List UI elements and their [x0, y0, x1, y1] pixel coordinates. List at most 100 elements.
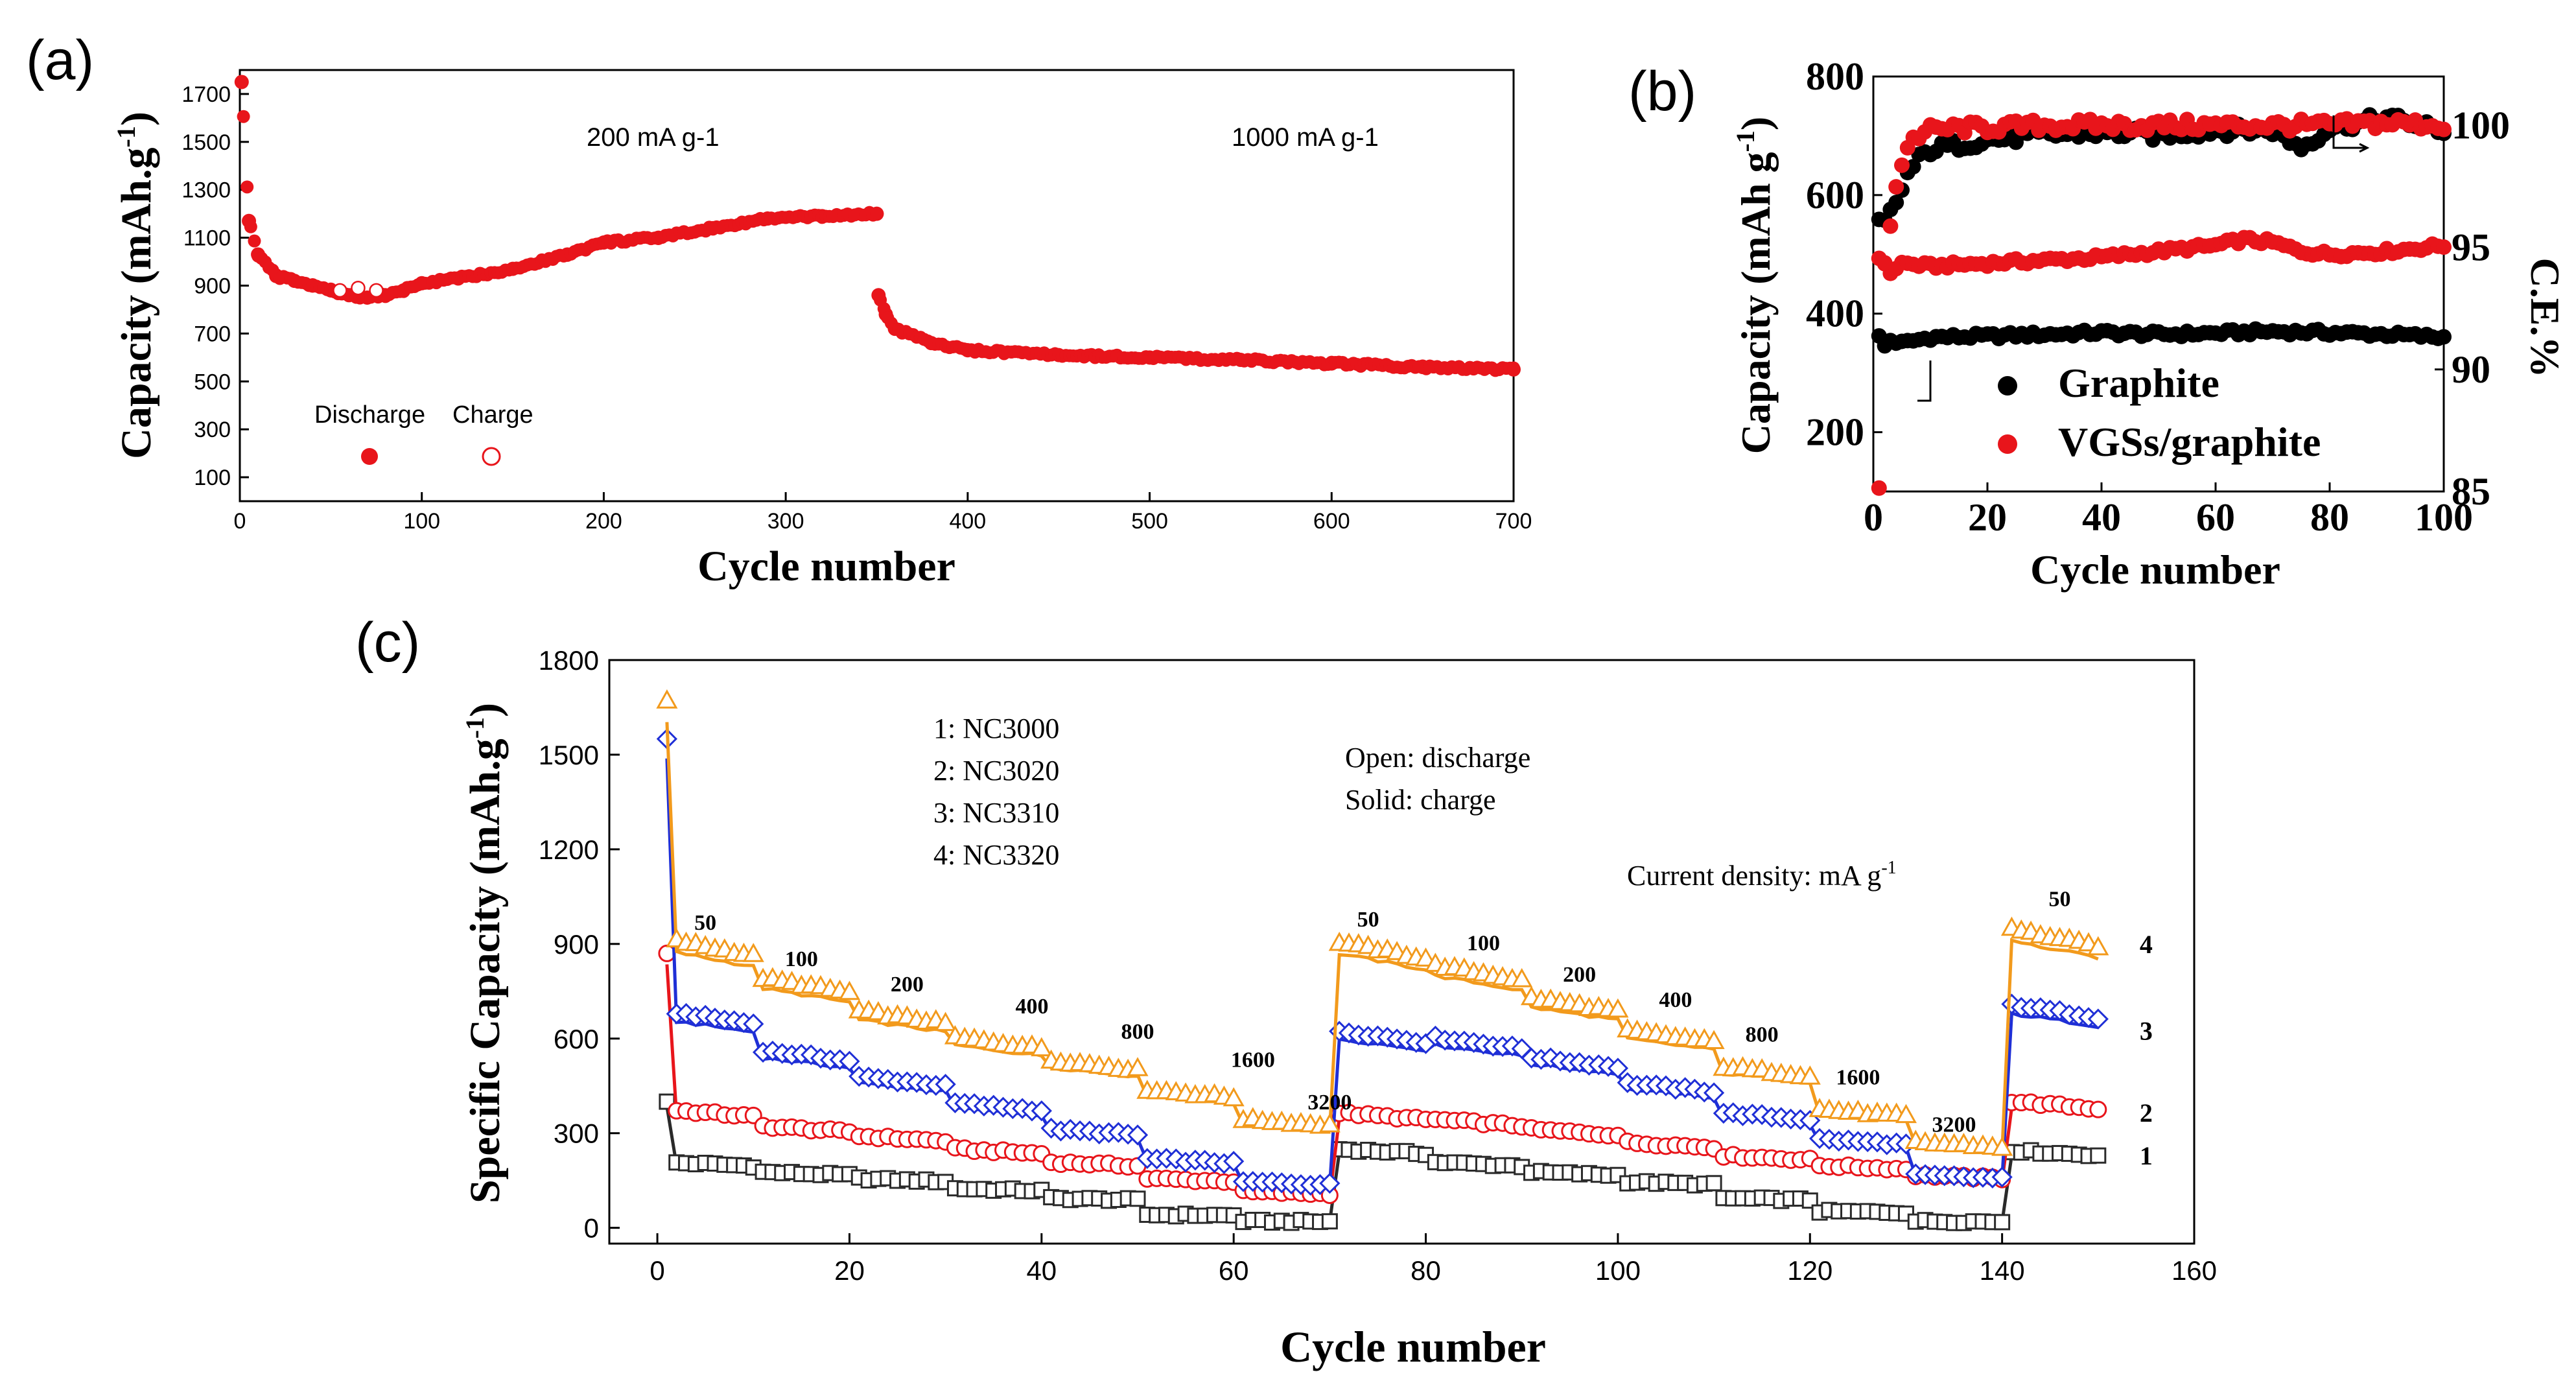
- panel-a-annotation-1000: 1000 mA g-1: [1232, 123, 1379, 152]
- panel-a-y-axis-title-sup: -1: [111, 126, 141, 147]
- panel-c-note-current-density-sup: -1: [1881, 858, 1896, 878]
- panel-c-series-1-point: [1129, 1190, 1146, 1207]
- panel-b-right-axis-arrow: [2332, 115, 2366, 149]
- panel-b-y2-tick-label: 100: [2452, 104, 2510, 147]
- panel-c-series-label: 1: [2140, 1141, 2153, 1170]
- panel-c-y-tick-label: 900: [554, 929, 599, 960]
- panel-b-x-tick-label: 60: [2196, 496, 2235, 539]
- panel-a-y-tick-label: 700: [194, 322, 231, 346]
- panel-c-series-4-point: [1703, 1030, 1725, 1050]
- panel-c-x-tick-label: 160: [2172, 1255, 2217, 1286]
- panel-b-point-ce: [1905, 159, 1921, 175]
- panel-c-plot-frame: [608, 659, 2195, 1245]
- panel-c-series-3-point: [1703, 1082, 1725, 1104]
- panel-b-legend-graphite: Graphite: [2058, 360, 2219, 406]
- panel-b-y-tick-label: 600: [1806, 174, 1864, 217]
- panel-c-x-tick-label: 0: [650, 1255, 664, 1286]
- panel-a-discharge-point: [240, 180, 254, 194]
- panel-b-legend-vgs: VGSs/graphite: [2058, 419, 2321, 465]
- panel-c-series-4-point: [1991, 1137, 2013, 1156]
- panel-a-x-tick-label: 300: [767, 509, 804, 534]
- panel-c-series-1-point: [1994, 1214, 2011, 1231]
- panel-c-y-tick-label: 1200: [539, 834, 599, 865]
- panel-c-series-label: 2: [2140, 1098, 2153, 1128]
- panel-c-series-3-point: [1607, 1058, 1629, 1079]
- panel-a-x-tick-label: 100: [403, 509, 440, 534]
- panel-a-y-tick-label: 1700: [181, 82, 231, 107]
- panel-b-x-tick-label: 0: [1864, 496, 1883, 539]
- panel-a-x-tick-label: 700: [1495, 509, 1532, 534]
- panel-c-series-4-point: [1799, 1065, 1821, 1085]
- panel-b-point-ce: [1888, 195, 1904, 211]
- panel-c-x-tick-label: 60: [1219, 1255, 1249, 1286]
- panel-a-discharge-point: [244, 220, 257, 233]
- panel-b-y-axis-title-sup: -1: [1731, 130, 1760, 152]
- panel-b-y2-axis-title: C.E.%: [2522, 258, 2568, 378]
- panel-b-y2-tick-label: 95: [2452, 226, 2490, 269]
- panel-c-y-tick-label: 300: [554, 1118, 599, 1149]
- panel-a-charge-point: [369, 283, 384, 298]
- panel-c-legend-4: 4: NC3320: [933, 839, 1059, 871]
- panel-c-legend-2: 2: NC3020: [933, 755, 1059, 786]
- panel-c-series-4-point: [1127, 1057, 1149, 1076]
- panel-c-series-4-point: [1511, 968, 1533, 987]
- panel-b-left-axis-arrow: [1917, 361, 1932, 402]
- panel-c-series-1-point: [1801, 1192, 1818, 1209]
- panel-b-right-axis-arrowhead: [2359, 143, 2370, 153]
- panel-a-discharge-point: [1507, 361, 1520, 375]
- panel-c-y-tick-label: 1800: [539, 645, 599, 676]
- panel-c-series-3-point: [935, 1074, 956, 1095]
- panel-c-note-solid: Solid: charge: [1345, 784, 1496, 816]
- panel-a-y-tick-label: 500: [194, 370, 231, 394]
- panel-c-rate-label: 200: [1563, 963, 1596, 987]
- panel-a-y-tick-label: 1100: [183, 226, 231, 251]
- panel-a-charge-point: [351, 280, 366, 296]
- panel-c-series-1-point: [2090, 1147, 2107, 1164]
- panel-b-point-capacity: [2436, 239, 2452, 255]
- panel-c-letter: (c): [355, 611, 420, 674]
- panel-c-x-tick-label: 140: [1980, 1255, 2025, 1286]
- panel-c-series-2-point: [2089, 1100, 2107, 1118]
- panel-b-y-ticks: 200 400 600 800: [1806, 55, 1882, 454]
- panel-b-x-ticks: 0 20 40 60 80 100: [1864, 482, 2473, 539]
- panel-c-rate-label: 50: [694, 911, 716, 935]
- panel-b-y2-ticks: 85 90 95 100: [2435, 104, 2510, 513]
- panel-b-point-ce: [1877, 255, 1893, 271]
- panel-c-series-3-point: [1991, 1166, 2013, 1188]
- panel-b-y-axis-title-end: ): [1733, 117, 1779, 130]
- panel-b-x-tick-label: 100: [2415, 496, 2473, 539]
- panel-c-series-3-point: [839, 1050, 860, 1072]
- panel-b-letter: (b): [1628, 60, 1696, 123]
- panel-a-y-tick-label: 1300: [181, 178, 231, 203]
- panel-a-discharge-point: [237, 110, 250, 123]
- panel-a-legend-charge-marker: [482, 447, 501, 466]
- panel-c-series-3-point: [1031, 1100, 1052, 1122]
- panel-a-x-tick-label: 400: [949, 509, 986, 534]
- panel-c-series-labels: 4 3 2 1: [2140, 930, 2153, 1170]
- panel-c-x-tick-label: 100: [1595, 1255, 1641, 1286]
- panel-c-rate-label: 400: [1659, 988, 1692, 1012]
- panel-b-x-tick-label: 80: [2310, 496, 2349, 539]
- panel-c-rate-label: 50: [1357, 908, 1379, 932]
- panel-b-data-points: [1871, 107, 2452, 496]
- panel-b-y-tick-label: 400: [1806, 292, 1864, 335]
- panel-c-data-points: [656, 689, 2109, 1231]
- panel-a-y-tick-label: 1500: [181, 130, 231, 155]
- panel-a-y-axis-title: Capacity (mAh.g-1): [111, 112, 160, 459]
- panel-b-y-tick-label: 800: [1806, 55, 1864, 98]
- panel-b-x-tick-label: 40: [2082, 496, 2121, 539]
- panel-a-y-tick-label: 900: [194, 274, 231, 299]
- panel-c-series-4-point: [1414, 947, 1437, 967]
- panel-c-series-4-point: [1223, 1087, 1245, 1107]
- panel-c-legend-3: 3: NC3310: [933, 797, 1059, 829]
- panel-c-x-tick-label: 20: [834, 1255, 865, 1286]
- panel-a-y-tick-label: 100: [194, 466, 231, 490]
- panel-c-rate-label: 3200: [1307, 1091, 1352, 1115]
- panel-b-y2-tick-label: 85: [2452, 470, 2490, 513]
- panel-a-x-ticks: 0 100 200 300 400 500 600 700: [234, 492, 1532, 534]
- panel-c-rate-label: 1600: [1231, 1048, 1275, 1072]
- panel-b-y2-tick-label: 90: [2452, 348, 2490, 391]
- panel-c-series-4-point: [935, 1011, 957, 1032]
- panel-b-point-ce: [1894, 157, 1910, 173]
- panel-a-legend-charge: Charge: [452, 401, 533, 429]
